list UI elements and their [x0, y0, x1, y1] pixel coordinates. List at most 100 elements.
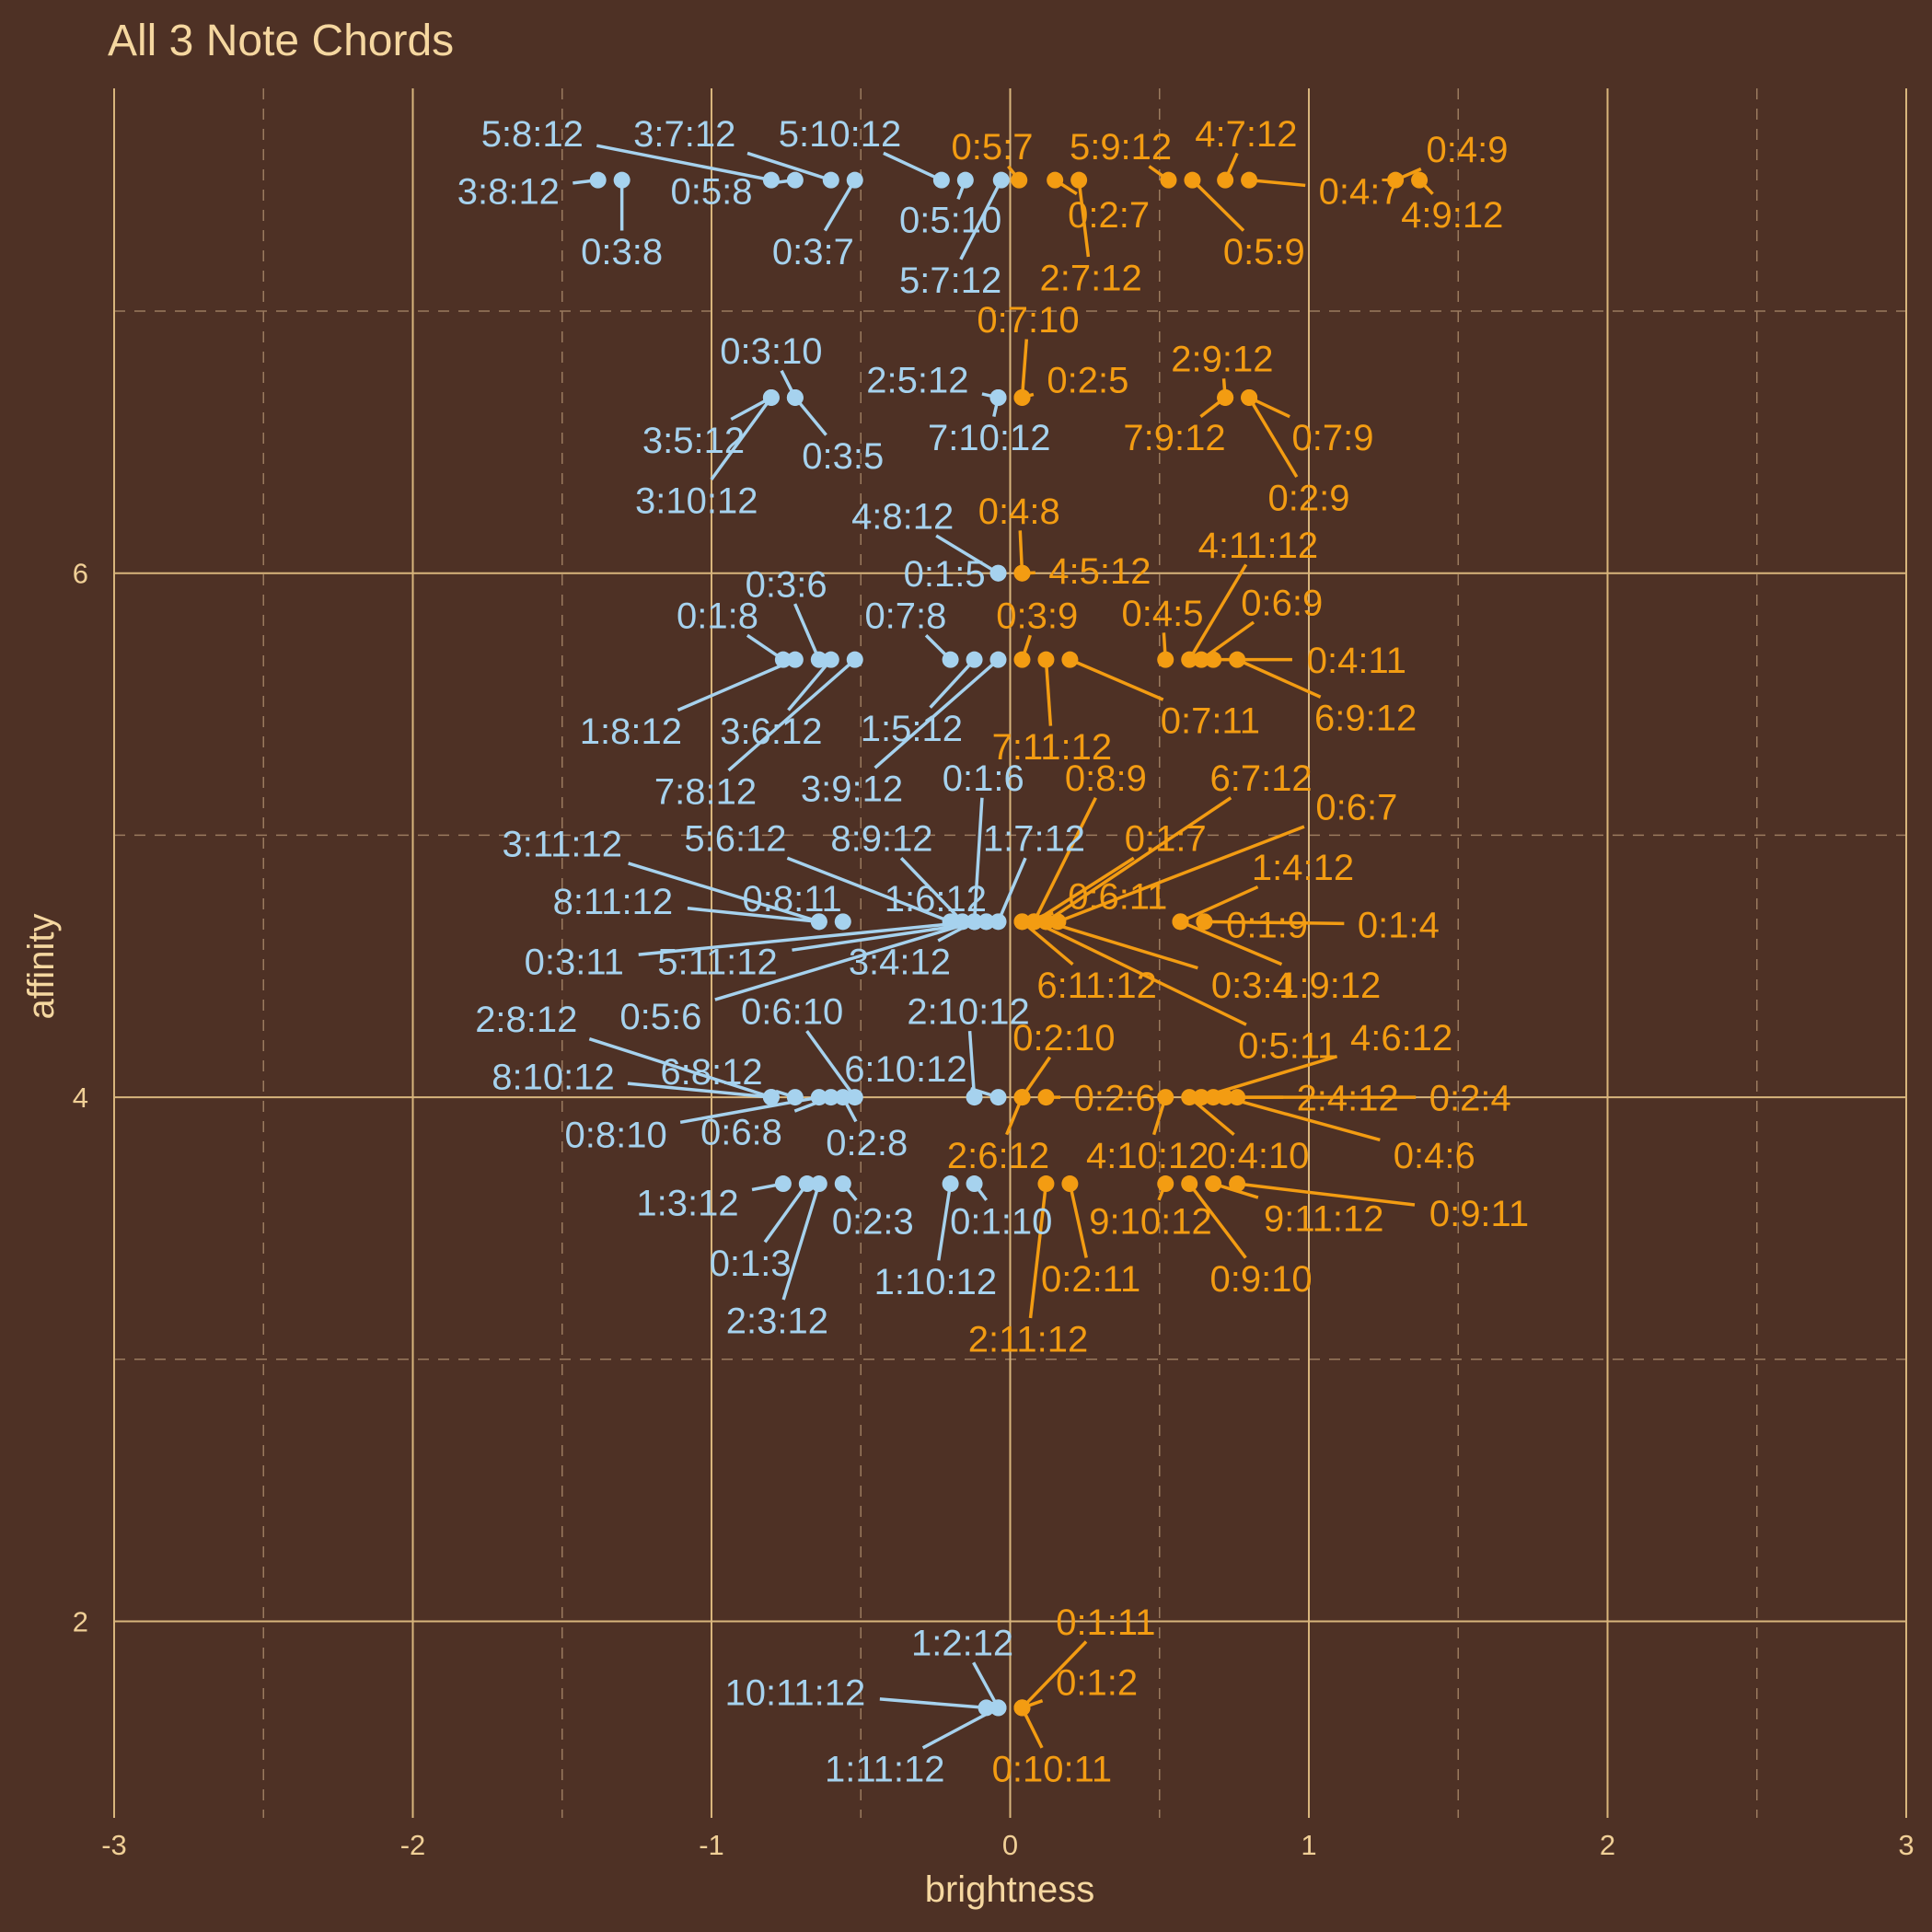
chord-label: 8:11:12 — [553, 882, 674, 922]
chord-label: 10:11:12 — [724, 1673, 865, 1714]
chord-point — [989, 913, 1007, 931]
chord-label: 0:3:5 — [802, 436, 884, 477]
leader-line — [1033, 856, 1135, 923]
chord-label: 1:3:12 — [636, 1183, 738, 1223]
chord-label: 2:5:12 — [866, 360, 968, 400]
chord-label: 5:11:12 — [657, 942, 778, 982]
leader-line — [787, 658, 833, 711]
chord-label: 2:6:12 — [947, 1136, 1049, 1176]
leader-line — [1191, 179, 1245, 232]
chord-point — [1196, 913, 1213, 931]
chord-label: 0:5:9 — [1223, 232, 1305, 272]
chord-point — [992, 171, 1010, 189]
leader-line — [1077, 179, 1091, 258]
y-tick-label: 4 — [73, 1082, 88, 1114]
chord-point — [1229, 1175, 1246, 1193]
chord-point — [1241, 388, 1258, 406]
chord-label: 0:7:10 — [977, 300, 1079, 341]
chord-point — [989, 651, 1007, 668]
chord-point — [1047, 171, 1064, 189]
chord-point — [1013, 1699, 1031, 1717]
chord-point — [810, 651, 827, 668]
chord-point — [966, 913, 983, 931]
chord-point — [774, 651, 792, 668]
chord-point — [762, 388, 780, 406]
x-tick-label: 3 — [1898, 1829, 1914, 1861]
chord-label: 0:1:7 — [1125, 819, 1207, 860]
chord-label: 0:2:4 — [1429, 1078, 1511, 1118]
leader-line — [883, 151, 943, 182]
chord-label: 3:5:12 — [642, 421, 745, 461]
leader-line — [1057, 825, 1305, 923]
chord-label: 1:9:12 — [1278, 966, 1381, 1006]
leader-line — [781, 1183, 821, 1301]
chord-point — [1205, 651, 1222, 668]
chord-point — [966, 1089, 983, 1106]
leader-line — [967, 1031, 977, 1098]
chord-label: 4:10:12 — [1086, 1136, 1209, 1176]
chord-label: 7:10:12 — [928, 418, 1050, 458]
chord-label: 0:6:11 — [1068, 876, 1167, 917]
chord-point — [762, 1089, 780, 1106]
chord-label: 3:7:12 — [633, 114, 735, 155]
leader-line — [1045, 796, 1232, 923]
chord-point — [1011, 171, 1028, 189]
chord-label: 1:2:12 — [911, 1624, 1013, 1664]
chord-label: 0:7:9 — [1291, 418, 1373, 458]
chord-label: 0:3:7 — [772, 232, 854, 272]
chord-label: 5:8:12 — [481, 114, 584, 155]
chord-label: 2:3:12 — [726, 1301, 828, 1341]
chord-point — [1049, 913, 1067, 931]
leader-line — [1224, 1095, 1381, 1142]
leader-line — [1068, 1183, 1088, 1258]
leader-line — [763, 1183, 809, 1244]
chord-point — [1241, 171, 1258, 189]
chord-label: 4:6:12 — [1350, 1018, 1452, 1059]
chord-point — [1013, 388, 1031, 406]
leader-line — [972, 797, 984, 922]
leader-line — [1179, 920, 1283, 966]
chord-label: 0:5:11 — [1238, 1026, 1337, 1067]
chord-label: 4:5:12 — [1048, 551, 1151, 592]
chord-label: 0:3:11 — [525, 942, 624, 982]
leader-line — [935, 534, 1000, 575]
chord-point — [822, 1089, 839, 1106]
chord-label: 0:1:4 — [1358, 906, 1440, 946]
chord-point — [1205, 1089, 1222, 1106]
chord-point — [1157, 1175, 1174, 1193]
leader-line — [1045, 920, 1198, 970]
leader-line — [959, 179, 1003, 260]
chord-point — [1037, 1089, 1055, 1106]
chord-point — [1013, 1089, 1031, 1106]
chord-point — [786, 388, 804, 406]
chord-point — [589, 171, 607, 189]
chord-label: 0:4:5 — [1122, 594, 1204, 634]
chord-label: 1:5:12 — [861, 709, 963, 749]
leader-line — [1187, 563, 1248, 661]
chord-point — [1217, 171, 1234, 189]
chord-point — [942, 1175, 959, 1193]
chord-label: 0:5:8 — [671, 171, 753, 212]
chord-label: 6:7:12 — [1209, 758, 1312, 799]
chord-label: 0:1:2 — [1056, 1662, 1138, 1703]
leader-line — [588, 1037, 772, 1099]
chord-point — [978, 913, 995, 931]
chord-point — [798, 1175, 816, 1193]
chord-point — [966, 651, 983, 668]
chord-label: 0:2:6 — [1074, 1078, 1156, 1118]
chord-point — [1181, 1175, 1198, 1193]
chord-label: 6:11:12 — [1036, 966, 1157, 1006]
grid — [113, 88, 1907, 1818]
leader-line — [687, 907, 819, 924]
chord-point — [1184, 171, 1201, 189]
chord-point — [762, 171, 780, 189]
chord-point — [1013, 651, 1031, 668]
chord-label: 6:10:12 — [844, 1049, 966, 1090]
leader-line — [996, 857, 1027, 923]
leader-line — [786, 856, 952, 923]
chord-point — [954, 913, 971, 931]
chord-label: 0:2:9 — [1268, 479, 1350, 519]
x-tick-label: 1 — [1301, 1829, 1316, 1861]
chord-label: 0:7:11 — [1161, 701, 1260, 742]
chord-label: 0:9:11 — [1429, 1194, 1529, 1234]
